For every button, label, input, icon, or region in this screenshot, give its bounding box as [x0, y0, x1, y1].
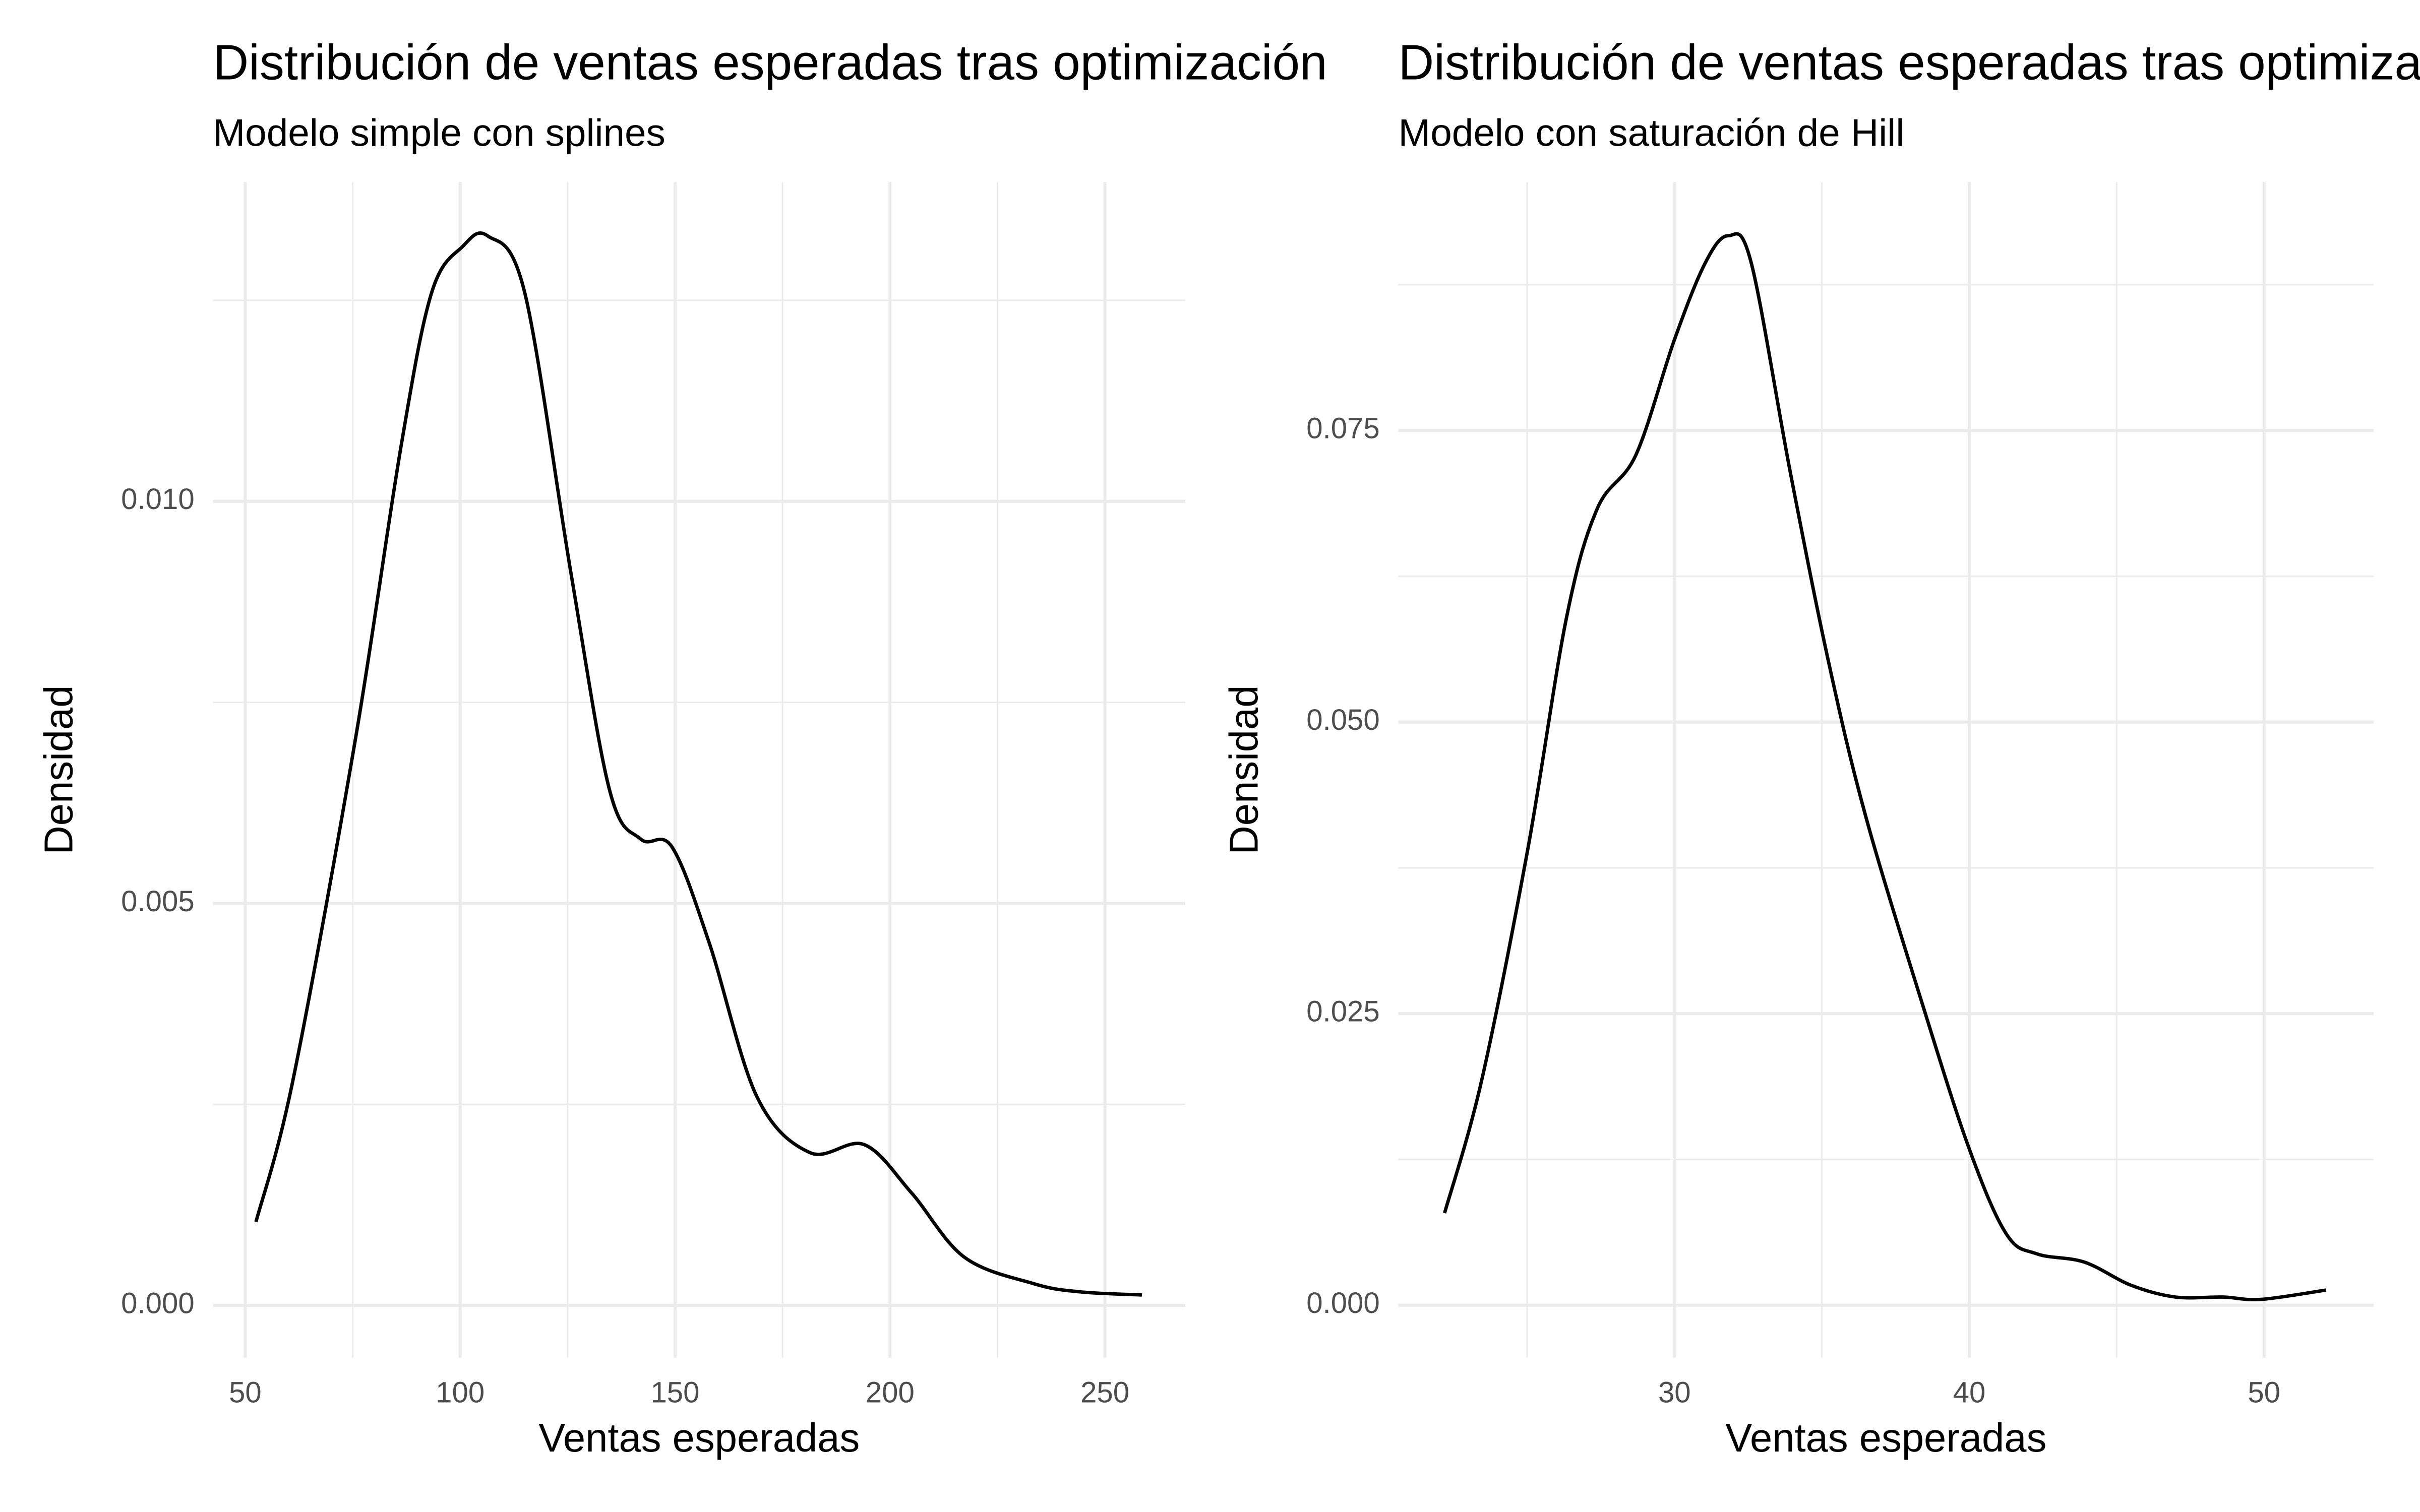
chart-subtitle: Modelo con saturación de Hill	[1398, 112, 1904, 155]
chart-title: Distribución de ventas esperadas tras op…	[213, 35, 1327, 90]
y-axis-label: Densidad	[36, 685, 81, 854]
chart-subtitle: Modelo simple con splines	[213, 112, 665, 155]
y-tick-label: 0.010	[121, 483, 195, 516]
x-tick-label: 40	[1953, 1376, 1986, 1409]
chart-title: Distribución de ventas esperadas tras op…	[1398, 35, 2420, 90]
x-tick-label: 150	[650, 1376, 699, 1409]
y-tick-label: 0.000	[121, 1287, 195, 1320]
y-tick-label: 0.000	[1306, 1287, 1380, 1319]
y-axis-label: Densidad	[1222, 685, 1266, 854]
x-tick-label: 30	[1658, 1376, 1691, 1409]
x-tick-label: 50	[2248, 1376, 2280, 1409]
panel: 30 40 50 0.000 0.025 0.050 0.075 Distribución d…	[1222, 35, 2420, 1461]
y-tick-label: 0.005	[121, 885, 195, 918]
panel: 50 100 150 200 250 0.000 0.005 0.010 Distribució…	[36, 35, 1327, 1461]
x-tick-label: 200	[866, 1376, 915, 1409]
density-line	[1443, 232, 2326, 1302]
x-axis-label: Ventas esperadas	[1725, 1415, 2046, 1460]
y-tick-label: 0.025	[1306, 995, 1380, 1028]
x-tick-label: 100	[436, 1376, 485, 1409]
x-tick-label: 250	[1080, 1376, 1129, 1409]
y-tick-label: 0.075	[1306, 412, 1380, 445]
x-axis-label: Ventas esperadas	[538, 1415, 860, 1460]
y-tick-label: 0.050	[1306, 704, 1380, 736]
density-line	[254, 231, 1142, 1297]
x-tick-label: 50	[229, 1376, 262, 1409]
